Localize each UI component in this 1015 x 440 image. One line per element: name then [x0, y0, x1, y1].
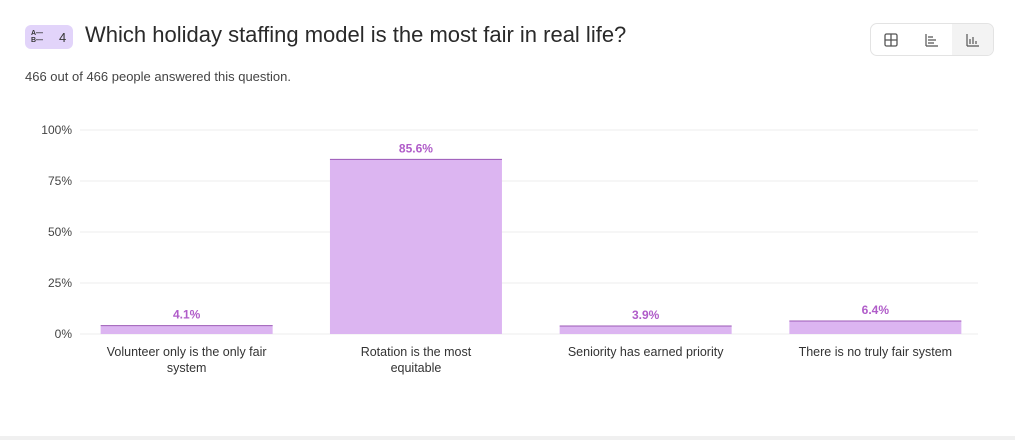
horizontal-bar-icon	[925, 33, 938, 47]
x-tick-label: Seniority has earned priority	[568, 345, 724, 359]
y-tick-label: 0%	[55, 327, 73, 341]
vertical-bar-icon	[966, 33, 979, 47]
bar[interactable]	[100, 325, 273, 334]
x-tick-label: equitable	[391, 361, 442, 375]
bar-value-label: 3.9%	[632, 308, 660, 322]
vertical-bar-view-button[interactable]	[952, 24, 993, 55]
table-icon	[884, 32, 898, 47]
bar-value-label: 85.6%	[399, 141, 433, 155]
x-tick-label: system	[167, 361, 207, 375]
bar[interactable]	[789, 320, 962, 334]
question-number: 4	[59, 29, 67, 45]
divider	[0, 436, 1015, 440]
view-toggle	[870, 23, 994, 56]
bar[interactable]	[329, 159, 502, 334]
x-tick-label: Rotation is the most	[361, 345, 472, 359]
y-tick-label: 100%	[41, 123, 72, 137]
multiple-choice-icon: A— B—	[31, 30, 44, 44]
x-tick-label: Volunteer only is the only fair	[107, 345, 267, 359]
bar-value-label: 4.1%	[173, 308, 201, 322]
horizontal-bar-view-button[interactable]	[912, 24, 953, 55]
y-tick-label: 50%	[48, 225, 72, 239]
bar-value-label: 6.4%	[862, 303, 890, 317]
bar[interactable]	[559, 326, 732, 334]
response-count: 466 out of 466 people answered this ques…	[25, 69, 291, 84]
x-tick-label: There is no truly fair system	[799, 345, 953, 359]
question-type-badge: A— B— 4	[25, 25, 73, 49]
y-tick-label: 25%	[48, 276, 72, 290]
y-tick-label: 75%	[48, 174, 72, 188]
question-title: Which holiday staffing model is the most…	[85, 22, 627, 47]
table-view-button[interactable]	[871, 24, 912, 55]
